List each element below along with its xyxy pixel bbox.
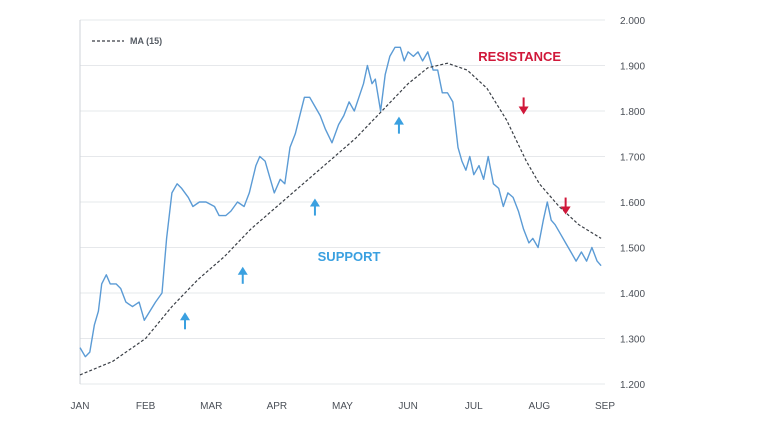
markers bbox=[180, 97, 571, 330]
x-tick-label: SEP bbox=[595, 401, 615, 412]
arrow-head bbox=[237, 266, 248, 275]
resistance-label: RESISTANCE bbox=[478, 49, 561, 64]
arrow-head bbox=[309, 198, 320, 207]
support-arrow bbox=[180, 312, 190, 330]
legend: MA (15) bbox=[92, 36, 162, 46]
support-arrow bbox=[237, 266, 248, 284]
x-tick-label: AUG bbox=[529, 401, 551, 412]
x-tick-label: MAR bbox=[200, 401, 222, 412]
ma-line bbox=[79, 62, 602, 376]
x-tick-label: JUL bbox=[465, 401, 483, 412]
x-tick-label: MAY bbox=[332, 401, 353, 412]
legend-ma-label: MA (15) bbox=[130, 36, 162, 46]
arrow-head bbox=[518, 106, 529, 115]
x-tick-label: JAN bbox=[71, 401, 90, 412]
support-arrow bbox=[309, 198, 320, 216]
resistance-arrow bbox=[518, 97, 529, 115]
grid bbox=[80, 19, 605, 385]
y-tick-label: 1.800 bbox=[620, 107, 645, 118]
y-tick-label: 1.400 bbox=[620, 289, 645, 300]
y-tick-label: 1.500 bbox=[620, 244, 645, 255]
y-tick-label: 1.700 bbox=[620, 153, 645, 164]
y-tick-label: 1.900 bbox=[620, 62, 645, 73]
x-tick-label: APR bbox=[267, 401, 288, 412]
x-tick-label: FEB bbox=[136, 401, 156, 412]
support-label: SUPPORT bbox=[318, 249, 381, 264]
arrow-head bbox=[560, 206, 571, 215]
price-line bbox=[79, 46, 602, 358]
y-tick-label: 1.200 bbox=[620, 380, 645, 391]
axes: 1.200 1.300 1.400 1.500 1.600 1.700 1.800 1.900… bbox=[71, 16, 646, 412]
arrow-head bbox=[180, 312, 190, 321]
support-arrow bbox=[393, 116, 404, 134]
x-tick-label: JUN bbox=[398, 401, 417, 412]
y-tick-label: 1.300 bbox=[620, 335, 645, 346]
series bbox=[79, 46, 602, 376]
annotations: RESISTANCE SUPPORT bbox=[318, 49, 562, 264]
y-tick-label: 2.000 bbox=[620, 16, 645, 27]
arrow-head bbox=[393, 116, 404, 125]
resistance-arrow bbox=[560, 197, 571, 215]
y-tick-label: 1.600 bbox=[620, 198, 645, 209]
